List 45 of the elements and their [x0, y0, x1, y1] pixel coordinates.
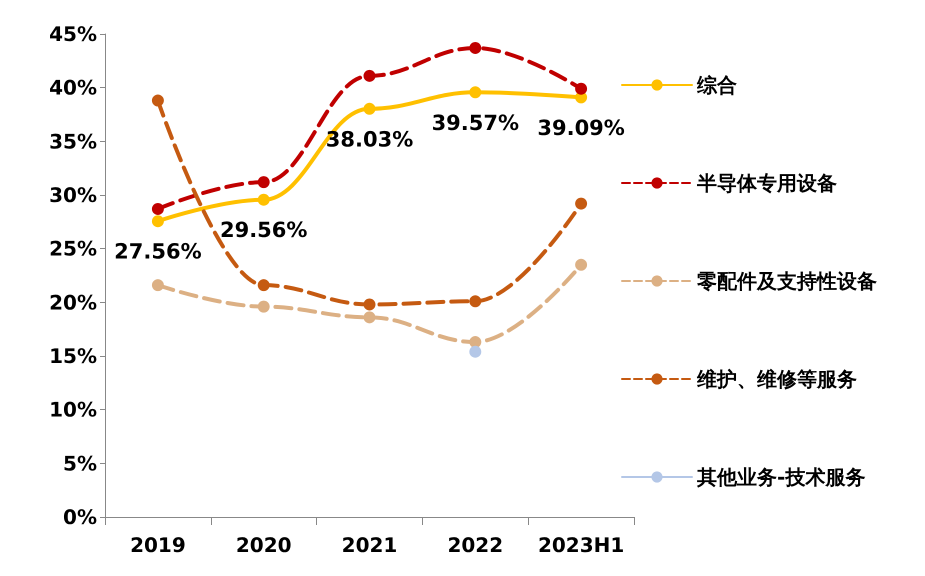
point	[364, 70, 376, 82]
data-label: 29.56%	[220, 218, 308, 242]
point	[258, 194, 270, 206]
legend-label: 零配件及支持性设备	[697, 269, 877, 293]
y-tick-label: 40%	[49, 76, 97, 100]
point	[152, 94, 164, 107]
legend-label: 半导体专用设备	[696, 171, 837, 195]
y-tick-label: 0%	[63, 505, 97, 529]
y-tick-label: 5%	[63, 451, 97, 476]
x-tick-label: 2022	[447, 533, 504, 557]
point	[152, 215, 164, 228]
data-label: 38.03%	[326, 127, 414, 152]
legend-label: 其他业务-技术服务	[696, 465, 866, 489]
data-label: 27.56%	[114, 240, 202, 264]
y-tick-label: 35%	[49, 129, 97, 154]
point	[469, 346, 482, 358]
point	[152, 279, 164, 292]
point	[258, 176, 270, 188]
point	[469, 295, 482, 308]
y-tick-label: 15%	[49, 344, 97, 368]
point	[258, 279, 270, 292]
y-tick-label: 20%	[49, 290, 97, 314]
point	[469, 86, 482, 98]
legend-label: 维护、维修等服务	[696, 367, 857, 391]
x-tick-label: 2019	[130, 533, 186, 557]
point	[364, 298, 376, 310]
y-tick-label: 25%	[49, 236, 97, 261]
x-tick-label: 2023H1	[538, 533, 624, 557]
point	[152, 202, 164, 215]
point	[575, 82, 588, 95]
point	[575, 258, 588, 271]
point	[469, 336, 482, 348]
x-tick-label: 2020	[236, 533, 292, 557]
data-label: 39.57%	[432, 110, 520, 135]
data-label: 39.09%	[537, 116, 625, 140]
point	[258, 300, 270, 313]
point	[575, 198, 588, 210]
y-tick-label: 30%	[49, 183, 97, 207]
x-tick-label: 2021	[342, 533, 398, 557]
point	[364, 311, 376, 324]
point	[469, 42, 482, 54]
point	[364, 102, 376, 115]
y-tick-label: 10%	[49, 398, 97, 422]
y-tick-label: 45%	[49, 22, 97, 46]
legend-label: 综合	[696, 73, 737, 97]
